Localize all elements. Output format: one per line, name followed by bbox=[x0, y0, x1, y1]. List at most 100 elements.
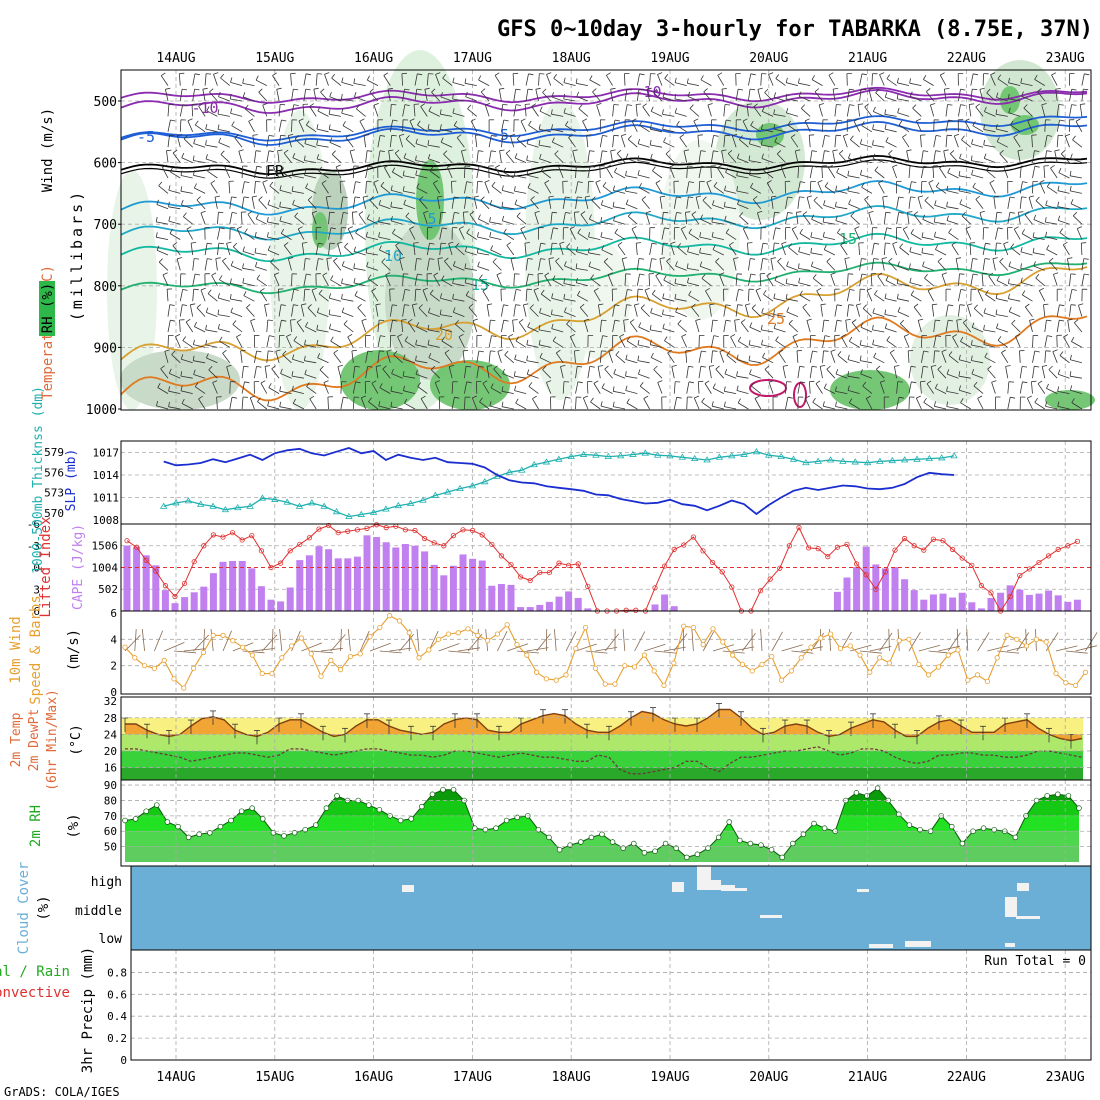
wind-barb-flag bbox=[926, 88, 931, 92]
wind-barb-flag bbox=[515, 336, 520, 342]
wind-barb bbox=[664, 340, 675, 348]
wind-barb-flag bbox=[1041, 103, 1047, 106]
wind-speed-marker bbox=[818, 635, 824, 641]
wind-barb bbox=[786, 265, 799, 271]
wind-barb bbox=[975, 106, 984, 117]
wind-barb-10m bbox=[477, 628, 479, 652]
wind-barb-flag bbox=[254, 247, 257, 253]
wind-barb-flag bbox=[861, 273, 867, 276]
wind-barb-flag bbox=[172, 242, 178, 246]
wind-barb bbox=[871, 258, 875, 271]
wind-barb-flag bbox=[193, 183, 197, 189]
wind-speed-marker bbox=[396, 618, 402, 624]
rh-shading-blob bbox=[385, 220, 475, 380]
wind-barb-flag bbox=[373, 103, 379, 106]
wind-barb bbox=[514, 359, 527, 364]
rh-marker bbox=[853, 790, 860, 796]
wind-barb bbox=[258, 199, 268, 210]
wind-barb-flag bbox=[461, 149, 467, 152]
wind-barb-flag bbox=[965, 226, 971, 229]
wind-barb bbox=[555, 260, 564, 271]
wind-barb bbox=[934, 221, 947, 225]
wind-barb-flag bbox=[516, 289, 522, 291]
wind-barb-flag bbox=[440, 242, 447, 244]
wind-barb-flag bbox=[1008, 306, 1012, 312]
wind-barb-flag bbox=[226, 364, 232, 367]
wind-barb bbox=[298, 120, 305, 132]
wind-speed-marker bbox=[426, 647, 432, 653]
wind-barb bbox=[636, 273, 640, 286]
wind-barb-flag bbox=[787, 196, 793, 199]
wind-barb bbox=[360, 397, 366, 410]
wind-barb-flag bbox=[836, 319, 842, 322]
wind-barb bbox=[401, 319, 403, 333]
thickness-marker bbox=[876, 457, 884, 464]
wind-barb bbox=[762, 111, 774, 117]
wind-barb-flag bbox=[304, 155, 306, 161]
wind-barb bbox=[815, 383, 823, 394]
date-label-bottom: 21AUG bbox=[848, 1070, 887, 1085]
wind-barb-flag bbox=[848, 336, 853, 342]
wind-barb-flag bbox=[861, 182, 865, 188]
wind-barb-flag bbox=[872, 106, 876, 112]
wind-barb-flag bbox=[353, 263, 355, 269]
wind-barb bbox=[785, 98, 798, 102]
wind-barb-flag bbox=[428, 353, 432, 358]
wind-barb-flag bbox=[638, 183, 642, 188]
wind-speed-marker bbox=[514, 641, 520, 648]
cape-bar bbox=[565, 591, 573, 611]
thickness-marker bbox=[728, 452, 736, 459]
wind-barb bbox=[785, 381, 787, 394]
lifted-index-marker bbox=[258, 548, 264, 554]
wind-barb bbox=[587, 166, 591, 179]
wind-barb-flag bbox=[397, 334, 403, 337]
wind-barb bbox=[1063, 336, 1070, 348]
wind-barb-flag bbox=[415, 355, 417, 361]
wind-barb bbox=[1023, 107, 1033, 117]
wind-barb-flag bbox=[1011, 319, 1016, 324]
cape-bar bbox=[219, 561, 227, 611]
wind-barb bbox=[453, 265, 465, 271]
wind-barb-flag bbox=[712, 200, 715, 206]
wind-barb bbox=[192, 273, 196, 286]
thickness-marker bbox=[159, 502, 168, 509]
wind-barb-flag bbox=[234, 134, 239, 139]
wind-barb bbox=[347, 336, 354, 348]
cloud-patch bbox=[672, 882, 684, 892]
wind-barb bbox=[198, 398, 206, 410]
wind-barb-flag bbox=[378, 199, 382, 205]
lifted-index-marker bbox=[277, 560, 284, 566]
wind-barb-flag bbox=[888, 257, 893, 262]
wind-barb bbox=[1032, 166, 1036, 179]
wind-barb-flag bbox=[316, 124, 319, 130]
lifted-index-marker bbox=[777, 565, 783, 571]
temp-band bbox=[121, 734, 1083, 751]
wind-barb-flag bbox=[551, 137, 555, 143]
wind-barb-flag bbox=[193, 170, 195, 176]
wind-barb-flag bbox=[991, 380, 997, 383]
wind-barb bbox=[881, 258, 885, 271]
thickness-line bbox=[163, 451, 955, 518]
wind-barb bbox=[180, 375, 193, 379]
wind-barb-flag bbox=[503, 119, 509, 122]
wind-barb-flag bbox=[255, 181, 261, 183]
wind-barb bbox=[728, 244, 737, 256]
wind-barb-flag bbox=[307, 196, 313, 201]
wind-barb-flag bbox=[971, 369, 975, 375]
wind-barb bbox=[156, 221, 169, 225]
wind-barb bbox=[540, 170, 552, 179]
wind-barb-flag bbox=[1057, 215, 1061, 221]
wind-barb-flag bbox=[180, 354, 184, 360]
wind-barb-flag bbox=[812, 274, 817, 279]
wind-barb-flag bbox=[997, 74, 1002, 80]
cape-bar bbox=[1054, 595, 1062, 611]
temp-tick: 24 bbox=[104, 728, 118, 741]
wind-barb-flag bbox=[190, 303, 196, 306]
date-label-bottom: 14AUG bbox=[156, 1070, 195, 1085]
wind-barb bbox=[279, 206, 292, 210]
wind-barb-flag bbox=[934, 200, 937, 206]
wind-barb-flag bbox=[1005, 365, 1011, 367]
wind-barb-flag bbox=[625, 186, 627, 192]
wind-speed-marker bbox=[935, 664, 942, 670]
